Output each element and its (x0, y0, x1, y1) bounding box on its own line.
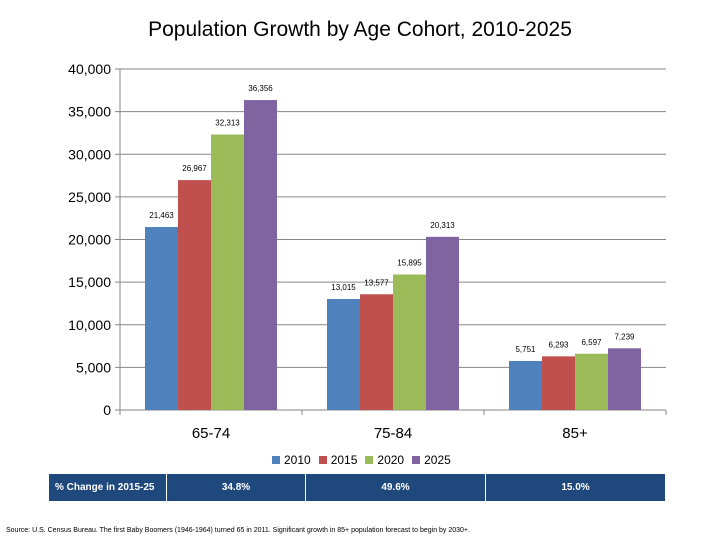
x-tick-label: 85+ (562, 425, 588, 442)
data-label: 32,313 (215, 119, 240, 128)
bar-2025-75-84 (426, 236, 459, 410)
data-label: 6,597 (581, 338, 602, 347)
bar-2015-75-84 (360, 294, 393, 410)
y-tick-label: 35,000 (68, 104, 111, 120)
legend-item-2015: 2015 (318, 453, 358, 467)
bar-2020-75-84 (393, 274, 426, 410)
legend-item-2010: 2010 (272, 453, 311, 467)
bar-chart: 0 5,000 10,000 15,000 20,000 25,000 30,000 35,0… (68, 61, 667, 442)
legend-item-2025: 2025 (412, 453, 451, 467)
legend-swatch-2010 (272, 456, 280, 464)
data-label: 21,463 (149, 211, 174, 220)
legend: 2010 2015 2020 2025 (272, 452, 459, 468)
bar-2015-85+ (542, 356, 575, 410)
data-label: 5,751 (515, 345, 536, 354)
source-note: Source: U.S. Census Bureau. The first Ba… (6, 527, 470, 534)
y-tick-label: 0 (103, 402, 111, 418)
data-label: 7,239 (614, 332, 635, 341)
data-label: 20,313 (430, 221, 455, 230)
bar-2025-85+ (608, 348, 641, 410)
bar-2010-65-74 (145, 227, 178, 410)
data-label: 13,015 (331, 283, 356, 292)
y-tick-label: 20,000 (68, 232, 111, 248)
legend-item-2020: 2020 (365, 453, 404, 467)
percent-change-85-plus: 15.0% (561, 482, 590, 493)
data-label: 13,577 (364, 278, 389, 287)
y-tick-label: 25,000 (68, 189, 111, 205)
data-label: 15,895 (397, 258, 422, 267)
chart-title: Population Growth by Age Cohort, 2010-20… (148, 18, 572, 41)
legend-label-2010: 2010 (284, 453, 311, 467)
percent-change-75-84: 49.6% (306, 474, 486, 501)
x-tick-label: 75-84 (374, 425, 412, 442)
y-tick-label: 15,000 (68, 274, 111, 290)
bar-2010-85+ (509, 360, 542, 410)
bar-2015-65-74 (178, 180, 211, 410)
legend-label-2025: 2025 (424, 453, 451, 467)
bar-2020-65-74 (211, 134, 244, 410)
data-label: 36,356 (248, 84, 273, 93)
data-label: 26,967 (182, 164, 207, 173)
y-tick-label: 40,000 (68, 61, 111, 77)
legend-swatch-2025 (412, 456, 421, 464)
x-tick-label: 65-74 (192, 425, 230, 442)
percent-change-65-74: 34.8% (167, 474, 306, 501)
y-tick-label: 30,000 (68, 146, 111, 162)
percent-change-label: % Change in 2015-25 (49, 474, 167, 501)
y-tick-label: 10,000 (68, 317, 111, 333)
legend-label-2015: 2015 (330, 453, 358, 467)
percent-change-table: % Change in 2015-25 34.8% 49.6% 15.0% (49, 474, 665, 501)
y-tick-label: 5,000 (76, 359, 111, 375)
bar-2010-75-84 (327, 299, 360, 410)
legend-swatch-2020 (365, 456, 374, 464)
bar-2025-65-74 (244, 100, 277, 411)
legend-label-2020: 2020 (377, 453, 405, 467)
legend-swatch-2015 (318, 456, 327, 464)
bar-2020-85+ (575, 353, 608, 410)
data-label: 6,293 (548, 340, 569, 349)
